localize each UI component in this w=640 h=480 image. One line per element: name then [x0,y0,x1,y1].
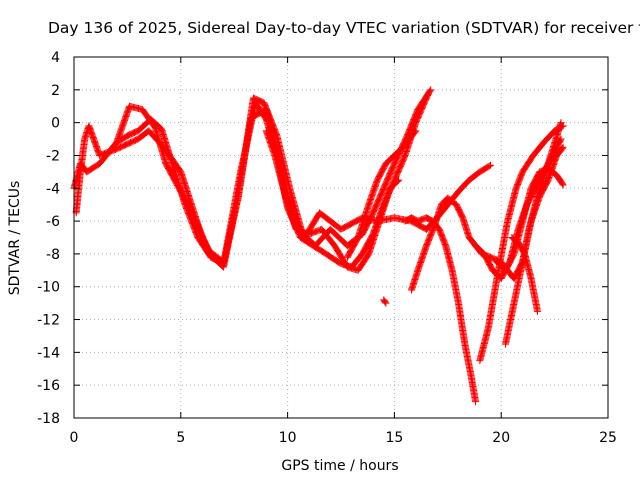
y-tick-label: -16 [37,378,60,394]
x-tick-label: 25 [599,430,617,446]
x-tick-label: 0 [70,430,79,446]
chart-title: Day 136 of 2025, Sidereal Day-to-day VTE… [48,19,640,37]
axis-ticks: 0 5 10 15 20 25 -18 -16 -14 -12 -10 -8 -6 -4 -2 0 2 4 [37,50,617,446]
data-point [382,299,390,307]
series-s5 [343,127,420,261]
y-axis-label: SDTVAR / TECUs [7,181,23,296]
data-point [485,162,493,170]
data-point [559,181,567,189]
data-point [395,176,403,184]
x-tick-label: 5 [176,430,185,446]
data-point [534,307,542,315]
data-point [487,161,495,169]
data-point [558,180,566,188]
data-point [411,128,419,136]
series-s11 [476,122,567,365]
data-points [70,86,567,406]
data-point [556,136,564,144]
data-point [472,398,480,406]
y-tick-label: 4 [51,50,60,66]
data-point [559,122,567,130]
series-s6 [380,296,390,307]
y-tick-label: -12 [37,313,60,329]
y-tick-label: -14 [37,345,60,361]
data-point [425,89,433,97]
data-point [557,135,565,143]
data-point [559,143,567,151]
data-point [412,127,420,135]
series-s13 [493,165,567,274]
series-s14 [508,234,542,315]
y-tick-label: -4 [46,181,60,197]
x-tick-label: 10 [279,430,297,446]
plot-frame [73,56,609,419]
data-point [381,298,389,306]
data-point [394,177,402,185]
series-s9 [422,161,495,233]
x-tick-label: 15 [385,430,403,446]
data-point [558,123,566,131]
y-tick-label: -8 [46,247,60,263]
y-tick-label: 2 [51,83,60,99]
y-tick-label: -10 [37,280,60,296]
x-axis-label: GPS time / hours [281,458,398,474]
data-point [558,144,566,152]
y-tick-label: 0 [51,116,60,132]
series-s4 [262,127,403,274]
y-tick-label: -6 [46,214,60,230]
y-tick-label: -2 [46,148,60,164]
y-tick-label: -18 [37,411,60,427]
data-point [424,90,432,98]
x-tick-label: 20 [492,430,510,446]
grid [74,57,608,418]
